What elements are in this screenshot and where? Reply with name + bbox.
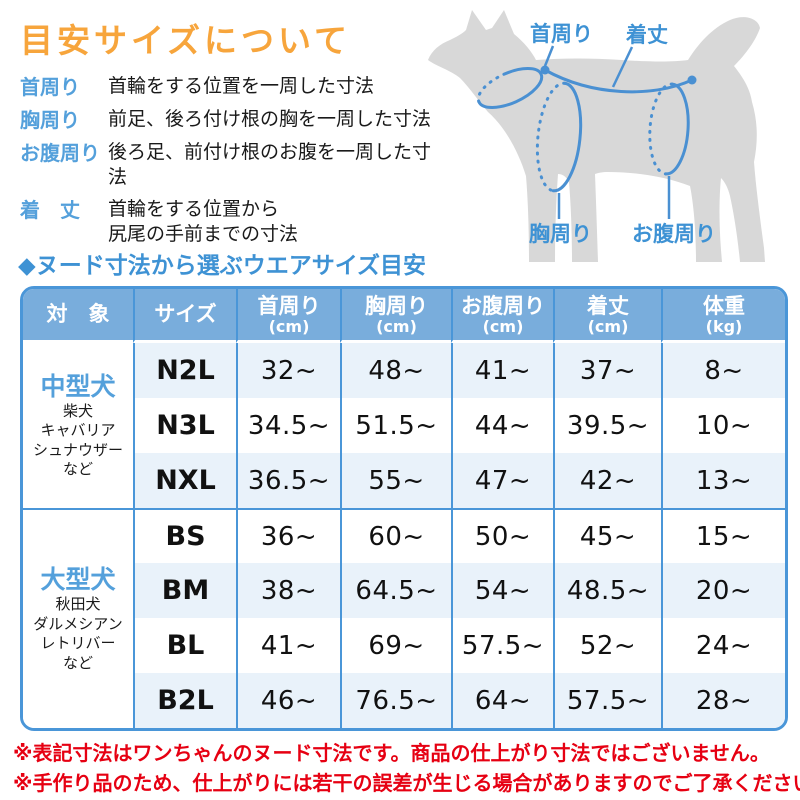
definition-belly: お腹周り 後ろ足、前付け根のお腹を一周した寸法: [20, 140, 440, 190]
chest-value: 55~: [340, 453, 451, 508]
table-row-n2l: 中型犬 柴犬 キャバリア シュナウザー など N2L 32~ 48~ 41~ 3…: [23, 343, 785, 508]
table-row-n3l: N3L 34.5~ 51.5~ 44~ 39.5~ 10~: [23, 398, 785, 453]
table-row-bl: BL 41~ 69~ 57.5~ 52~ 24~: [23, 618, 785, 673]
size-code: B2L: [133, 673, 236, 728]
footnote-handmade: ※手作り品のため、仕上がりには若干の誤差が生じる場合がありますのでご了承ください…: [13, 771, 800, 795]
weight-value: 28~: [661, 673, 785, 728]
header-weight: 体重 (kg): [661, 289, 785, 343]
neck-value: 36.5~: [236, 453, 340, 508]
diagram-label-neck: 首周り: [530, 22, 593, 46]
belly-value: 54~: [451, 563, 553, 618]
diagram-label-chest: 胸周り: [529, 222, 592, 246]
length-value: 42~: [553, 453, 661, 508]
definition-term: お腹周り: [20, 141, 100, 165]
size-code: BM: [133, 563, 236, 618]
length-value: 48.5~: [553, 563, 661, 618]
back-length-line: [543, 68, 694, 94]
belly-value: 64~: [451, 673, 553, 728]
neck-value: 32~: [236, 343, 340, 398]
size-code: N2L: [133, 343, 236, 398]
weight-value: 15~: [661, 508, 785, 563]
definition-term: 胸周り: [20, 108, 80, 132]
neck-label-leader: [543, 45, 555, 67]
length-value: 45~: [553, 508, 661, 563]
length-label-leader: [611, 46, 634, 88]
size-table-container: 対 象 サイズ 首周り (cm) 胸周り (cm): [20, 286, 788, 731]
header-size: サイズ: [133, 289, 236, 343]
measurement-definitions: 首周り 首輪をする位置を一周した寸法 胸周り 前足、後ろ付け根の胸を一周した寸法…: [20, 74, 440, 247]
header-length: 着丈 (cm): [553, 289, 661, 343]
chest-value: 60~: [340, 508, 451, 563]
definition-neck: 首周り 首輪をする位置を一周した寸法: [20, 74, 440, 100]
weight-value: 10~: [661, 398, 785, 453]
definition-desc: 首輪をする位置から 尻尾の手前までの寸法: [108, 198, 299, 246]
back-length-end-dot: [687, 75, 697, 85]
chest-value: 64.5~: [340, 563, 451, 618]
neck-value: 36~: [236, 508, 340, 563]
header-chest: 胸周り (cm): [340, 289, 451, 343]
definition-desc: 後ろ足、前付け根のお腹を一周した寸法: [108, 141, 432, 189]
belly-value: 57.5~: [451, 618, 553, 673]
page-title: 目安サイズについて: [20, 21, 352, 60]
table-header-row: 対 象 サイズ 首周り (cm) 胸周り (cm): [23, 289, 785, 343]
neck-value: 46~: [236, 673, 340, 728]
header-belly: お腹周り (cm): [451, 289, 553, 343]
neck-value: 41~: [236, 618, 340, 673]
definition-desc: 前足、後ろ付け根の胸を一周した寸法: [108, 108, 432, 130]
belly-value: 44~: [451, 398, 553, 453]
belly-value: 50~: [451, 508, 553, 563]
back-length-start-dot: [540, 65, 550, 75]
belly-value: 47~: [451, 453, 553, 508]
table-row-b2l: B2L 46~ 76.5~ 64~ 57.5~ 28~: [23, 673, 785, 728]
length-value: 57.5~: [553, 673, 661, 728]
table-row-bm: BM 38~ 64.5~ 54~ 48.5~ 20~: [23, 563, 785, 618]
footnote-nude-size: ※表記寸法はワンちゃんのヌード寸法です。商品の仕上がり寸法ではございません。: [13, 741, 770, 765]
chest-value: 69~: [340, 618, 451, 673]
length-value: 52~: [553, 618, 661, 673]
group-cell-large-dogs: 大型犬 秋田犬 ダルメシアン レトリバー など: [23, 508, 133, 728]
size-chart-table: 対 象 サイズ 首周り (cm) 胸周り (cm): [20, 286, 788, 731]
neck-girth-ring: [476, 67, 544, 109]
weight-value: 20~: [661, 563, 785, 618]
diagram-label-belly: お腹周り: [632, 222, 716, 246]
size-table-section-title: ◆ヌード寸法から選ぶウエアサイズ目安: [18, 253, 426, 279]
definition-length: 着 丈 首輪をする位置から 尻尾の手前までの寸法: [20, 197, 440, 247]
definition-desc: 首輪をする位置を一周した寸法: [108, 75, 375, 97]
table-row-bs: 大型犬 秋田犬 ダルメシアン レトリバー など BS 36~ 60~ 50~ 4…: [23, 508, 785, 728]
weight-value: 8~: [661, 343, 785, 398]
size-code: NXL: [133, 453, 236, 508]
chest-value: 51.5~: [340, 398, 451, 453]
group-cell-medium-dogs: 中型犬 柴犬 キャバリア シュナウザー など: [23, 343, 133, 508]
diagram-label-length: 着丈: [625, 23, 668, 47]
size-code: BS: [133, 508, 236, 563]
chest-girth-ring: [535, 81, 583, 193]
definition-chest: 胸周り 前足、後ろ付け根の胸を一周した寸法: [20, 107, 440, 133]
table-row-nxl: NXL 36.5~ 55~ 47~ 42~ 13~: [23, 453, 785, 508]
header-target: 対 象: [23, 289, 133, 343]
neck-value: 34.5~: [236, 398, 340, 453]
footnotes: ※表記寸法はワンちゃんのヌード寸法です。商品の仕上がり寸法ではございません。 ※…: [13, 738, 800, 798]
neck-value: 38~: [236, 563, 340, 618]
dog-measurement-diagram: 首周り 着丈 胸周り お腹周り: [428, 10, 765, 262]
length-value: 39.5~: [553, 398, 661, 453]
size-code: BL: [133, 618, 236, 673]
definition-term: 着 丈: [20, 198, 80, 223]
belly-value: 41~: [451, 343, 553, 398]
length-value: 37~: [553, 343, 661, 398]
definition-term: 首周り: [20, 75, 80, 99]
header-neck: 首周り (cm): [236, 289, 340, 343]
weight-value: 24~: [661, 618, 785, 673]
weight-value: 13~: [661, 453, 785, 508]
chest-value: 48~: [340, 343, 451, 398]
chest-value: 76.5~: [340, 673, 451, 728]
size-code: N3L: [133, 398, 236, 453]
dog-silhouette-image: [428, 10, 765, 262]
